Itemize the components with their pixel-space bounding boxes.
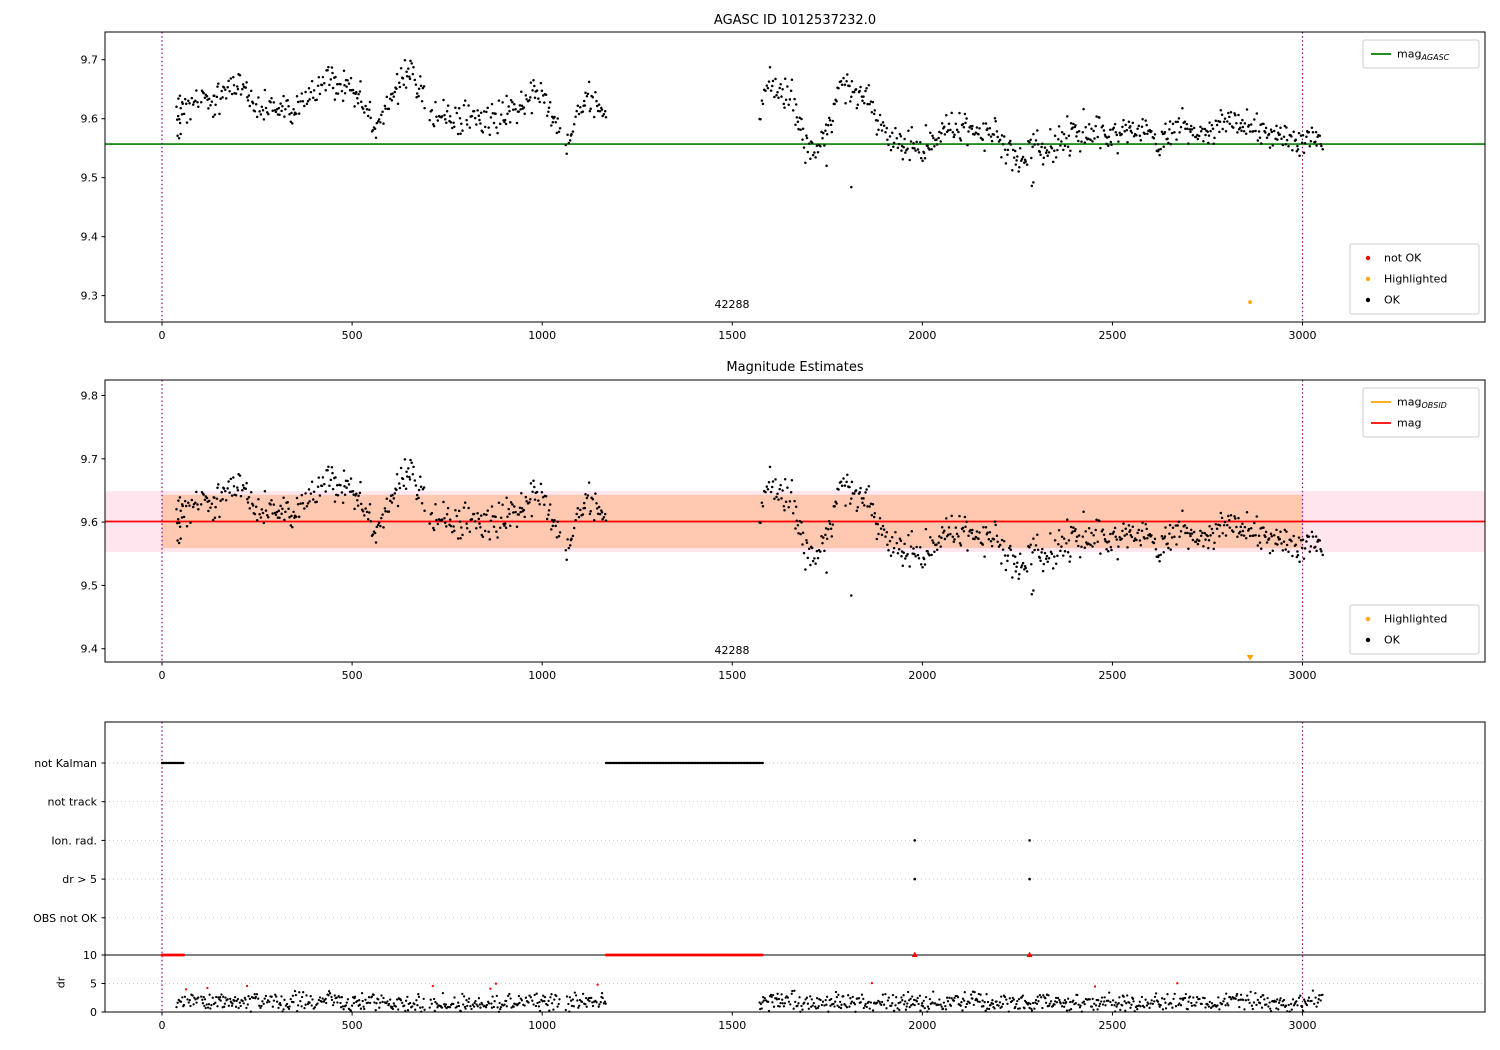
- axis-tick-labels: not Kalman not track Ion. rad. dr > 5 OBS no…: [33, 757, 1316, 1032]
- obsid-boundary-lines: [161, 722, 1304, 1012]
- svg-text:500: 500: [342, 1019, 363, 1032]
- svg-text:9.7: 9.7: [81, 453, 99, 466]
- legend-entry-label: mag: [1397, 417, 1421, 430]
- axis-tick-labels: 0 500 1000 1500 2000 2500 3000 9.7 9.6 9.5 9.4 9.3: [81, 54, 1317, 342]
- legend-entry-label: Highlighted: [1384, 613, 1447, 626]
- svg-text:0: 0: [90, 1006, 97, 1019]
- svg-text:2000: 2000: [908, 329, 936, 342]
- svg-text:9.4: 9.4: [81, 231, 99, 244]
- axis-ticks: [101, 59, 1304, 326]
- svg-text:0: 0: [159, 669, 166, 682]
- dr-points: [175, 981, 1324, 1014]
- svg-text:1000: 1000: [528, 1019, 556, 1032]
- svg-text:9.6: 9.6: [81, 516, 99, 529]
- flag-category-label: Ion. rad.: [51, 834, 97, 847]
- legend-entry-label: not OK: [1384, 252, 1422, 265]
- legend-entry-label: OK: [1384, 294, 1401, 307]
- axis-ticks: [101, 395, 1304, 666]
- flag-category-label: OBS not OK: [33, 912, 98, 925]
- highlighted-points: [1248, 300, 1252, 305]
- legend-lower: Highlighted OK: [1349, 604, 1480, 655]
- legend-upper: magAGASC: [1362, 39, 1480, 69]
- dr-clipped-points: [160, 951, 1033, 957]
- legend-lower: not OK Highlighted OK: [1349, 243, 1480, 315]
- obsid-boundary-lines: [161, 32, 1304, 322]
- plot2-obsid-annotation: 42288: [714, 644, 750, 657]
- axis-tick-labels: 0 500 1000 1500 2000 2500 3000 9.8 9.7 9.6 9.5 9.4: [81, 390, 1317, 682]
- svg-text:2500: 2500: [1098, 1019, 1126, 1032]
- svg-text:2500: 2500: [1098, 669, 1126, 682]
- svg-text:9.5: 9.5: [81, 579, 99, 592]
- svg-text:2500: 2500: [1098, 329, 1126, 342]
- axis-ticks: [101, 762, 1304, 1016]
- svg-text:1500: 1500: [718, 669, 746, 682]
- axes-frame: [104, 31, 1486, 323]
- highlighted-points: [1246, 654, 1254, 661]
- svg-text:9.7: 9.7: [81, 54, 99, 67]
- axes-frame: [104, 379, 1486, 663]
- svg-text:10: 10: [83, 949, 97, 962]
- ion-rad-points: [913, 839, 1031, 842]
- svg-text:500: 500: [342, 669, 363, 682]
- plot-agasc: 0 500 1000 1500 2000 2500 3000 9.7 9.6 9.5 9.4 9.3 m…: [81, 31, 1486, 342]
- svg-text:0: 0: [159, 329, 166, 342]
- not-kalman-points: [160, 761, 764, 765]
- obsid-boundary-lines: [161, 380, 1304, 662]
- svg-text:1500: 1500: [718, 329, 746, 342]
- flag-category-label: not Kalman: [34, 757, 97, 770]
- svg-text:0: 0: [159, 1019, 166, 1032]
- svg-text:1000: 1000: [528, 329, 556, 342]
- svg-text:3000: 3000: [1289, 329, 1317, 342]
- ok-points: [175, 59, 1324, 189]
- svg-text:1500: 1500: [718, 1019, 746, 1032]
- plot1-obsid-annotation: 42288: [714, 298, 750, 311]
- ok-points: [175, 458, 1324, 597]
- svg-text:9.5: 9.5: [81, 172, 99, 185]
- svg-text:9.8: 9.8: [81, 390, 99, 403]
- dr-axis-label: dr: [54, 976, 68, 989]
- svg-text:3000: 3000: [1289, 669, 1317, 682]
- svg-text:5: 5: [90, 978, 97, 991]
- svg-text:9.4: 9.4: [81, 643, 99, 656]
- plot1-title: AGASC ID 1012537232.0: [713, 13, 877, 28]
- gridlines: [105, 762, 1485, 1013]
- svg-text:500: 500: [342, 329, 363, 342]
- svg-text:2000: 2000: [908, 1019, 936, 1032]
- plot-flags: not Kalman not track Ion. rad. dr > 5 OBS no…: [33, 721, 1486, 1032]
- plot-magnitude-estimates: 0 500 1000 1500 2000 2500 3000 9.8 9.7 9.6 9.5 9.4 m…: [81, 379, 1486, 682]
- legend-entry-label: OK: [1384, 634, 1401, 647]
- flag-category-label: dr > 5: [62, 873, 97, 886]
- svg-text:3000: 3000: [1289, 1019, 1317, 1032]
- svg-text:9.3: 9.3: [81, 290, 99, 303]
- svg-text:9.6: 9.6: [81, 113, 99, 126]
- plot2-title: Magnitude Estimates: [726, 360, 864, 375]
- legend-entry-label: Highlighted: [1384, 273, 1447, 286]
- dr-gt5-points: [913, 877, 1031, 881]
- svg-text:1000: 1000: [528, 669, 556, 682]
- svg-text:2000: 2000: [908, 669, 936, 682]
- flag-category-label: not track: [47, 796, 97, 809]
- axes-frame: [104, 721, 1486, 1013]
